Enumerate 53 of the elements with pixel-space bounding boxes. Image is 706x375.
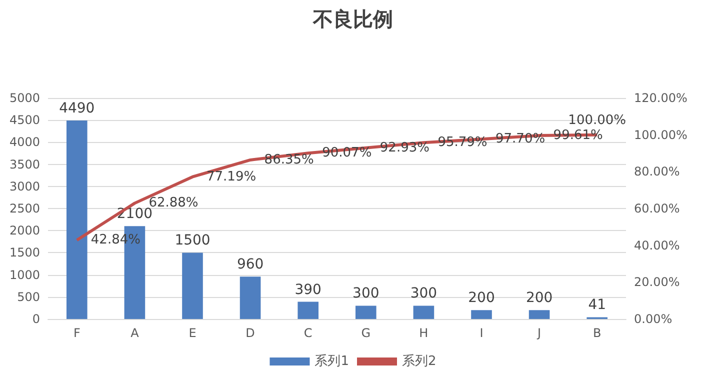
y-tick-label: 3500 [9,157,40,172]
data-label: 300 [352,286,380,302]
y-tick-label: 4500 [9,113,40,128]
y2-tick-label: 120.00% [634,91,688,105]
data-label: 300 [410,286,438,302]
y-tick-label: 2500 [9,202,40,216]
bar [298,302,319,319]
data-label: 77.19% [206,169,256,184]
legend-label: 系列1 [314,354,350,369]
data-label: 200 [526,290,553,306]
x-tick-label: B [592,326,602,340]
legend-label: 系列2 [402,354,436,369]
y-tick-label: 4000 [9,135,40,150]
data-label: 200 [468,290,495,306]
y-tick-label: 2000 [9,224,40,238]
y2-tick-label: 40.00% [634,238,680,252]
x-tick-label: C [304,326,312,340]
bar [66,120,88,319]
x-tick-label: I [480,326,484,340]
bar [240,276,261,319]
x-tick-label: D [246,326,255,340]
data-label: 86.35% [264,152,314,168]
bar [413,306,434,319]
y2-tick-label: 100.00% [634,128,688,142]
bar [182,252,203,319]
y2-tick-label: 80.00% [634,164,680,179]
chart-title: 不良比例 [312,7,393,31]
y-tick-label: 1500 [9,246,40,260]
y-tick-label: 1000 [9,268,40,282]
x-tick-label: F [73,326,80,340]
y2-tick-label: 20.00% [634,275,680,290]
data-label: 390 [294,282,322,298]
bar [355,306,376,319]
y2-tick-label: 60.00% [634,202,680,216]
data-label: 2100 [116,206,153,222]
y-tick-label: 0 [32,312,40,326]
bar [471,310,492,319]
x-tick-label: A [130,326,140,340]
data-label: 1500 [174,232,210,249]
data-label: 100.00% [568,112,626,128]
data-label: 41 [588,297,606,314]
data-label: 4490 [59,100,95,117]
x-tick-label: H [419,326,428,340]
y2-tick-label: 0.00% [634,312,672,326]
x-tick-label: J [536,326,542,340]
bar [528,310,550,319]
x-tick-label: E [188,326,196,340]
data-label: 90.07% [322,146,372,161]
y-tick-label: 500 [17,290,40,304]
y-tick-label: 3000 [9,179,40,194]
y-tick-label: 5000 [9,91,40,105]
data-label: 960 [236,256,264,273]
x-tick-label: G [361,326,371,340]
